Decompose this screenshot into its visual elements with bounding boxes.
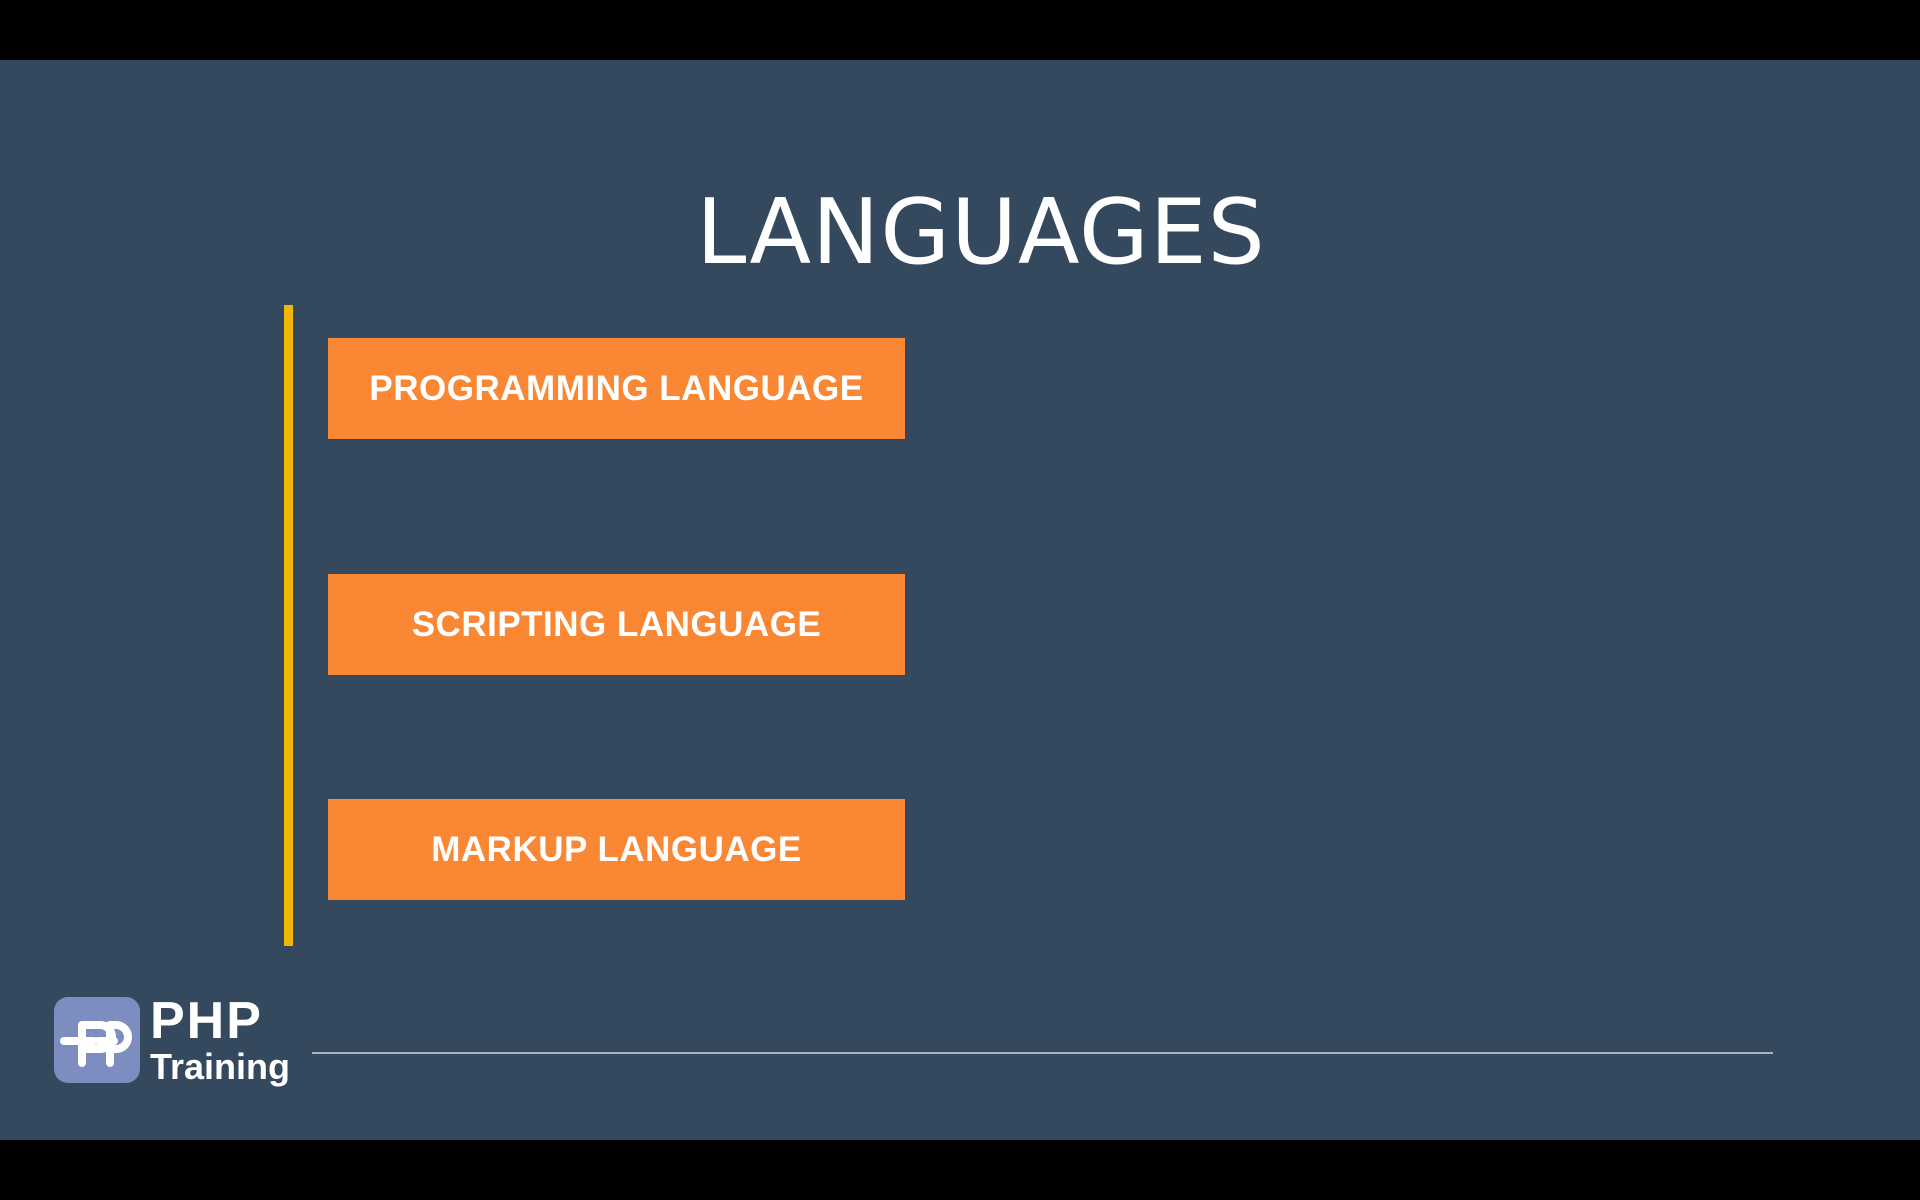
logo-name: PHP: [150, 992, 263, 1050]
markup-language-box: MARKUP LANGUAGE: [328, 799, 905, 900]
php-logo-icon: [54, 997, 140, 1083]
slide-title: LANGUAGES: [696, 180, 1266, 285]
accent-bar: [284, 305, 293, 946]
footer-divider: [312, 1052, 1773, 1054]
logo-subtitle: Training: [150, 1046, 291, 1087]
programming-language-box: PROGRAMMING LANGUAGE: [328, 338, 905, 439]
scripting-language-box: SCRIPTING LANGUAGE: [328, 574, 905, 675]
slide: LANGUAGES PROGRAMMING LANGUAGE SCRIPTING…: [0, 60, 1920, 1140]
